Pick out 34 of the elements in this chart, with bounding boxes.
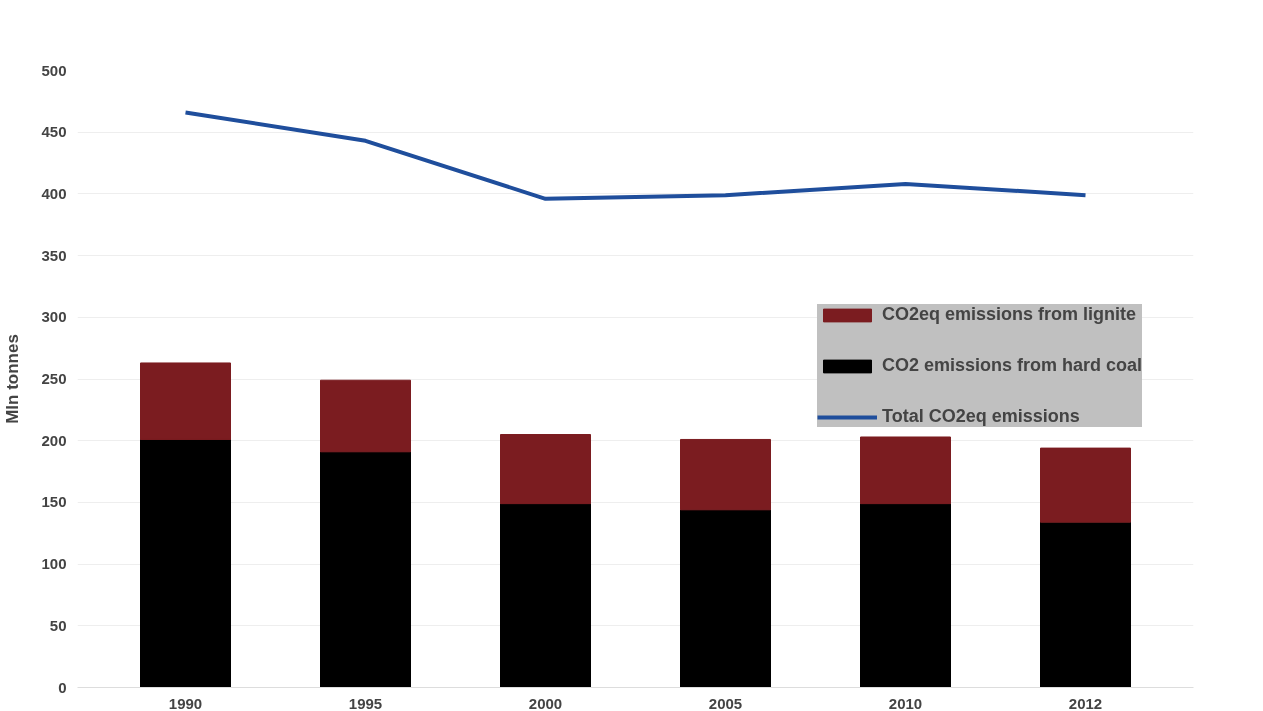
bar [680, 438, 771, 511]
legend-label: CO2 emissions from hard coal [882, 355, 1143, 376]
y-tick-label: 100 [41, 555, 67, 573]
bar [320, 379, 411, 453]
y-tick-label: 450 [41, 123, 67, 141]
x-tick-label: 2000 [528, 694, 563, 711]
bar [140, 362, 231, 440]
bar [320, 451, 411, 688]
y-tick-label: 300 [41, 308, 67, 326]
y-tick-label: 350 [41, 246, 67, 264]
x-tick-label: 2005 [708, 694, 743, 711]
y-tick-label: 250 [41, 370, 67, 387]
y-tick-label: 400 [41, 184, 67, 202]
bar [500, 434, 591, 505]
x-tick-label: 2010 [888, 694, 923, 711]
y-tick-label: 200 [41, 431, 67, 449]
x-tick-label: 2012 [1068, 694, 1103, 711]
x-tick-label: 1995 [348, 694, 383, 711]
bar [1040, 447, 1131, 523]
legend-label: Total CO2eq emissions [882, 406, 1080, 427]
bar [860, 436, 951, 505]
bar [860, 503, 951, 688]
y-tick-label: 50 [49, 616, 67, 634]
y-tick-label: 500 [41, 61, 67, 79]
bar [500, 503, 591, 688]
y-axis-title: Mln tonnes [3, 334, 23, 424]
y-tick-label: 150 [41, 493, 67, 511]
line-series [183, 110, 1088, 201]
bar [140, 438, 231, 688]
x-tick-label: 1990 [168, 694, 203, 711]
bar [680, 509, 771, 688]
y-tick-label: 0 [58, 678, 67, 696]
bar [1040, 521, 1131, 688]
legend-label: CO2eq emissions from lignite [882, 304, 1137, 325]
